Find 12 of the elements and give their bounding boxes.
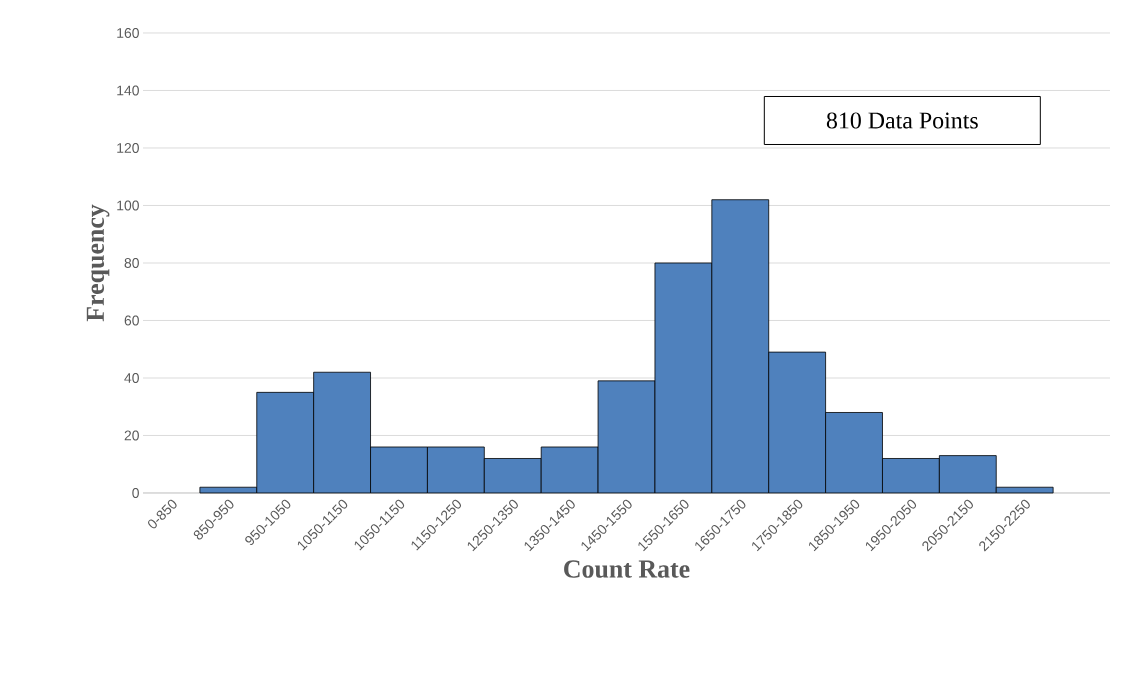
y-tick-label: 160 [117, 28, 139, 38]
y-tick-label: 20 [124, 430, 139, 441]
y-tick-label: 0 [132, 488, 139, 498]
y-tick-label: 60 [124, 315, 139, 326]
annotation: 810 Data Points [826, 112, 978, 129]
y-tick-label: 140 [117, 85, 139, 96]
y-tick-label: 80 [124, 258, 139, 268]
y-tick-label: 100 [117, 200, 139, 211]
y-axis-title: Frequency [86, 204, 110, 322]
x-axis-title: Count Rate [564, 560, 690, 578]
y-tick-label: 120 [117, 143, 139, 153]
y-tick-label: 40 [124, 373, 139, 383]
